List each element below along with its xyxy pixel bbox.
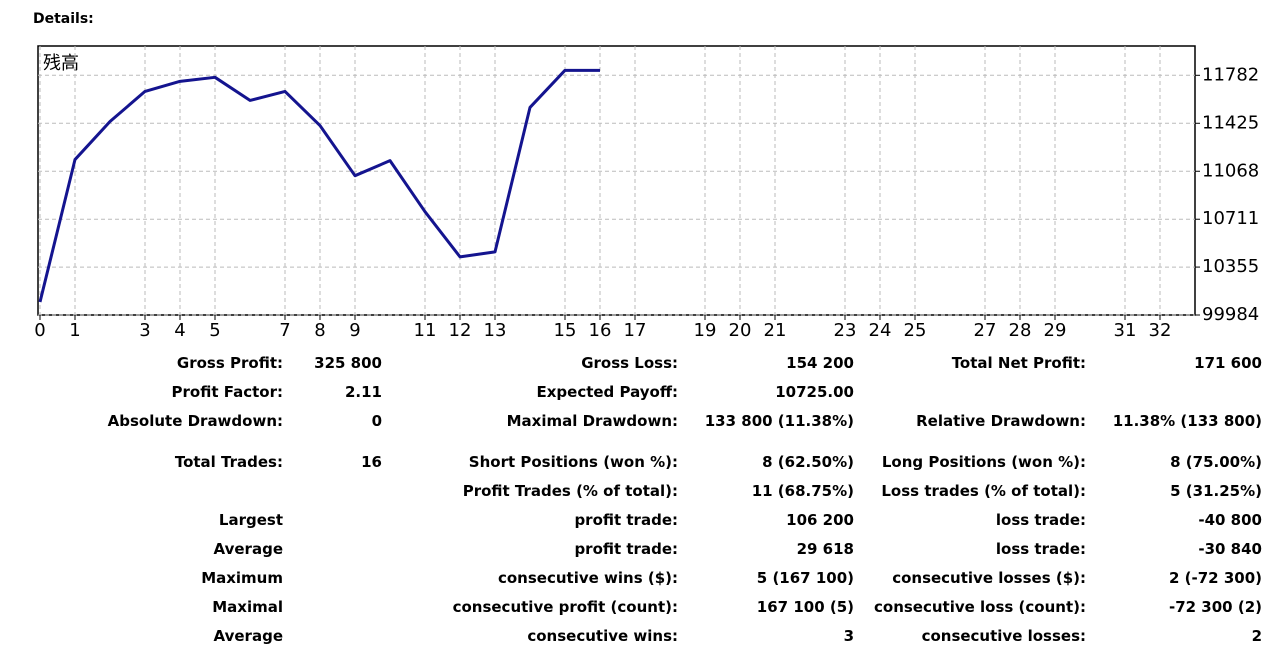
stat-value: 325 800: [314, 354, 382, 372]
stat-label: Gross Profit:: [176, 354, 283, 372]
stat-label: Maximal Drawdown:: [506, 412, 678, 430]
x-tick-label: 16: [589, 320, 612, 341]
stat-label: Profit Factor:: [171, 383, 283, 401]
stat-label: consecutive profit (count):: [452, 598, 678, 616]
x-tick-label: 15: [554, 320, 577, 341]
stat-label: loss trade:: [995, 511, 1086, 529]
stat-value: 167 100 (5): [756, 598, 854, 616]
stat-label: loss trade:: [995, 540, 1086, 558]
x-tick-label: 29: [1044, 320, 1067, 341]
stat-value: 16: [361, 453, 382, 471]
y-tick-label: 11425: [1202, 112, 1259, 133]
y-tick-label: 11782: [1202, 64, 1259, 85]
stat-value: 10725.00: [775, 383, 854, 401]
stat-value: 171 600: [1194, 354, 1262, 372]
stat-label: consecutive wins ($):: [497, 569, 678, 587]
x-tick-label: 17: [624, 320, 647, 341]
x-tick-label: 20: [729, 320, 752, 341]
stat-value: 0: [371, 412, 382, 430]
y-tick-label: 11068: [1202, 160, 1259, 181]
stat-label: Gross Loss:: [581, 354, 678, 372]
y-tick-label: 99984: [1202, 304, 1259, 325]
stat-label: Relative Drawdown:: [916, 412, 1086, 430]
stat-label: consecutive loss (count):: [874, 598, 1086, 616]
stat-label: consecutive wins:: [527, 627, 678, 645]
x-tick-label: 13: [484, 320, 507, 341]
stat-label: profit trade:: [574, 511, 678, 529]
x-tick-label: 4: [174, 320, 185, 341]
x-tick-label: 8: [314, 320, 325, 341]
y-axis-label: 残高: [43, 53, 79, 74]
x-tick-label: 7: [279, 320, 290, 341]
stat-label: Long Positions (won %):: [881, 453, 1086, 471]
x-tick-label: 32: [1149, 320, 1172, 341]
x-tick-label: 12: [449, 320, 472, 341]
stat-value: 154 200: [786, 354, 854, 372]
stat-value: 2.11: [344, 383, 382, 401]
stat-value: 2: [1251, 627, 1262, 645]
stat-label: Expected Payoff:: [536, 383, 678, 401]
x-tick-label: 25: [904, 320, 927, 341]
y-tick-label: 10711: [1202, 208, 1259, 229]
stat-value: 133 800 (11.38%): [704, 412, 854, 430]
stat-value: -72 300 (2): [1168, 598, 1262, 616]
stat-label: Average: [213, 627, 283, 645]
x-tick-label: 0: [34, 320, 45, 341]
stat-label: Maximum: [201, 569, 283, 587]
stat-value: 8 (75.00%): [1170, 453, 1262, 471]
stat-label: consecutive losses ($):: [892, 569, 1086, 587]
stat-label: Maximal: [212, 598, 283, 616]
x-tick-label: 11: [414, 320, 437, 341]
x-tick-label: 3: [139, 320, 150, 341]
stat-value: 29 618: [796, 540, 854, 558]
stat-value: 11 (68.75%): [751, 482, 854, 500]
stat-value: -40 800: [1198, 511, 1262, 529]
x-tick-label: 5: [209, 320, 220, 341]
stat-value: 2 (-72 300): [1168, 569, 1262, 587]
x-tick-label: 21: [764, 320, 787, 341]
stat-label: Total Net Profit:: [951, 354, 1086, 372]
stat-label: Loss trades (% of total):: [881, 482, 1086, 500]
plot-frame: [37, 45, 1196, 316]
stat-label: Total Trades:: [174, 453, 283, 471]
stat-label: Average: [213, 540, 283, 558]
stat-label: Absolute Drawdown:: [107, 412, 283, 430]
x-tick-label: 24: [869, 320, 892, 341]
stat-label: Short Positions (won %):: [468, 453, 678, 471]
stat-label: Profit Trades (% of total):: [462, 482, 678, 500]
stat-label: profit trade:: [574, 540, 678, 558]
x-tick-label: 1: [69, 320, 80, 341]
stat-value: 8 (62.50%): [762, 453, 854, 471]
stat-value: 5 (31.25%): [1170, 482, 1262, 500]
section-title: Details:: [33, 11, 94, 27]
x-tick-label: 9: [349, 320, 360, 341]
stat-value: 3: [843, 627, 854, 645]
x-tick-label: 23: [834, 320, 857, 341]
x-tick-label: 28: [1009, 320, 1032, 341]
x-tick-label: 27: [974, 320, 997, 341]
x-tick-label: 31: [1114, 320, 1137, 341]
stat-value: 106 200: [786, 511, 854, 529]
stat-value: 5 (167 100): [756, 569, 854, 587]
stat-value: -30 840: [1198, 540, 1262, 558]
y-tick-label: 10355: [1202, 256, 1259, 277]
x-tick-label: 19: [694, 320, 717, 341]
stat-label: consecutive losses:: [921, 627, 1086, 645]
stat-label: Largest: [218, 511, 283, 529]
data-line: [38, 68, 600, 303]
stat-value: 11.38% (133 800): [1112, 412, 1262, 430]
